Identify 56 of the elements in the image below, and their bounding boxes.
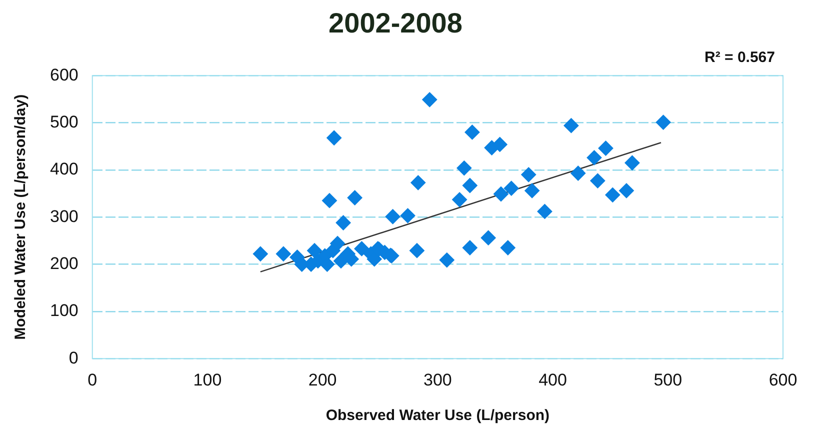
point: [276, 246, 291, 262]
chart-title: 2002-2008: [328, 8, 462, 39]
point: [462, 178, 478, 193]
point: [500, 240, 516, 256]
point: [422, 92, 438, 108]
x-tick-label: 100: [193, 370, 222, 390]
point: [480, 230, 496, 246]
x-tick-label: 500: [654, 370, 682, 390]
point: [385, 209, 400, 224]
x-tick-label: 400: [538, 370, 567, 390]
y-tick-label: 0: [68, 348, 78, 368]
point: [307, 243, 322, 258]
point: [624, 155, 640, 170]
point: [347, 190, 362, 206]
point: [322, 193, 337, 208]
point: [320, 256, 335, 272]
point: [504, 180, 519, 196]
x-tick-label: 600: [768, 370, 798, 390]
point: [462, 240, 478, 256]
point: [400, 208, 416, 224]
x-tick-label: 0: [88, 370, 98, 390]
y-axis-title: Modeled Water Use (L/person/day): [12, 94, 30, 340]
point: [409, 243, 424, 258]
point: [598, 140, 614, 156]
point: [524, 183, 540, 198]
point: [330, 236, 346, 252]
point: [452, 192, 468, 208]
point: [252, 246, 268, 262]
point: [618, 183, 634, 198]
point: [439, 252, 454, 268]
point: [326, 130, 342, 146]
point: [564, 118, 579, 134]
text: R² = 0.567: [704, 49, 775, 66]
point: [521, 167, 536, 182]
point: [464, 124, 480, 140]
y-tick-label: 500: [50, 112, 78, 132]
point: [354, 241, 370, 256]
point: [605, 187, 620, 202]
y-tick-label: 200: [50, 254, 78, 273]
point: [493, 186, 508, 202]
y-tick-label: 400: [50, 160, 78, 179]
point: [537, 204, 552, 219]
point: [586, 150, 602, 166]
point: [656, 114, 671, 130]
point: [590, 173, 606, 188]
y-tick-label: 600: [50, 65, 78, 84]
point: [410, 175, 426, 190]
x-axis-title: Observed Water Use (L/person): [326, 407, 550, 424]
point: [336, 215, 351, 230]
point: [570, 166, 586, 181]
y-tick-label: 300: [50, 206, 78, 226]
x-tick-label: 200: [308, 370, 337, 390]
y-tick-label: 100: [50, 301, 78, 320]
point: [492, 136, 508, 152]
point: [456, 160, 472, 176]
x-tick-label: 300: [423, 370, 452, 390]
